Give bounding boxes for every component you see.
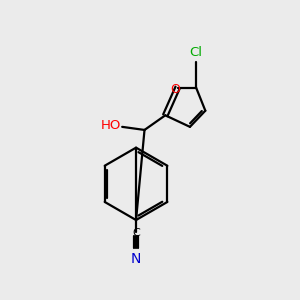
Text: Cl: Cl <box>190 46 202 59</box>
Text: O: O <box>170 82 180 96</box>
Text: C: C <box>132 228 140 238</box>
Text: N: N <box>131 252 141 266</box>
Text: HO: HO <box>100 119 121 132</box>
